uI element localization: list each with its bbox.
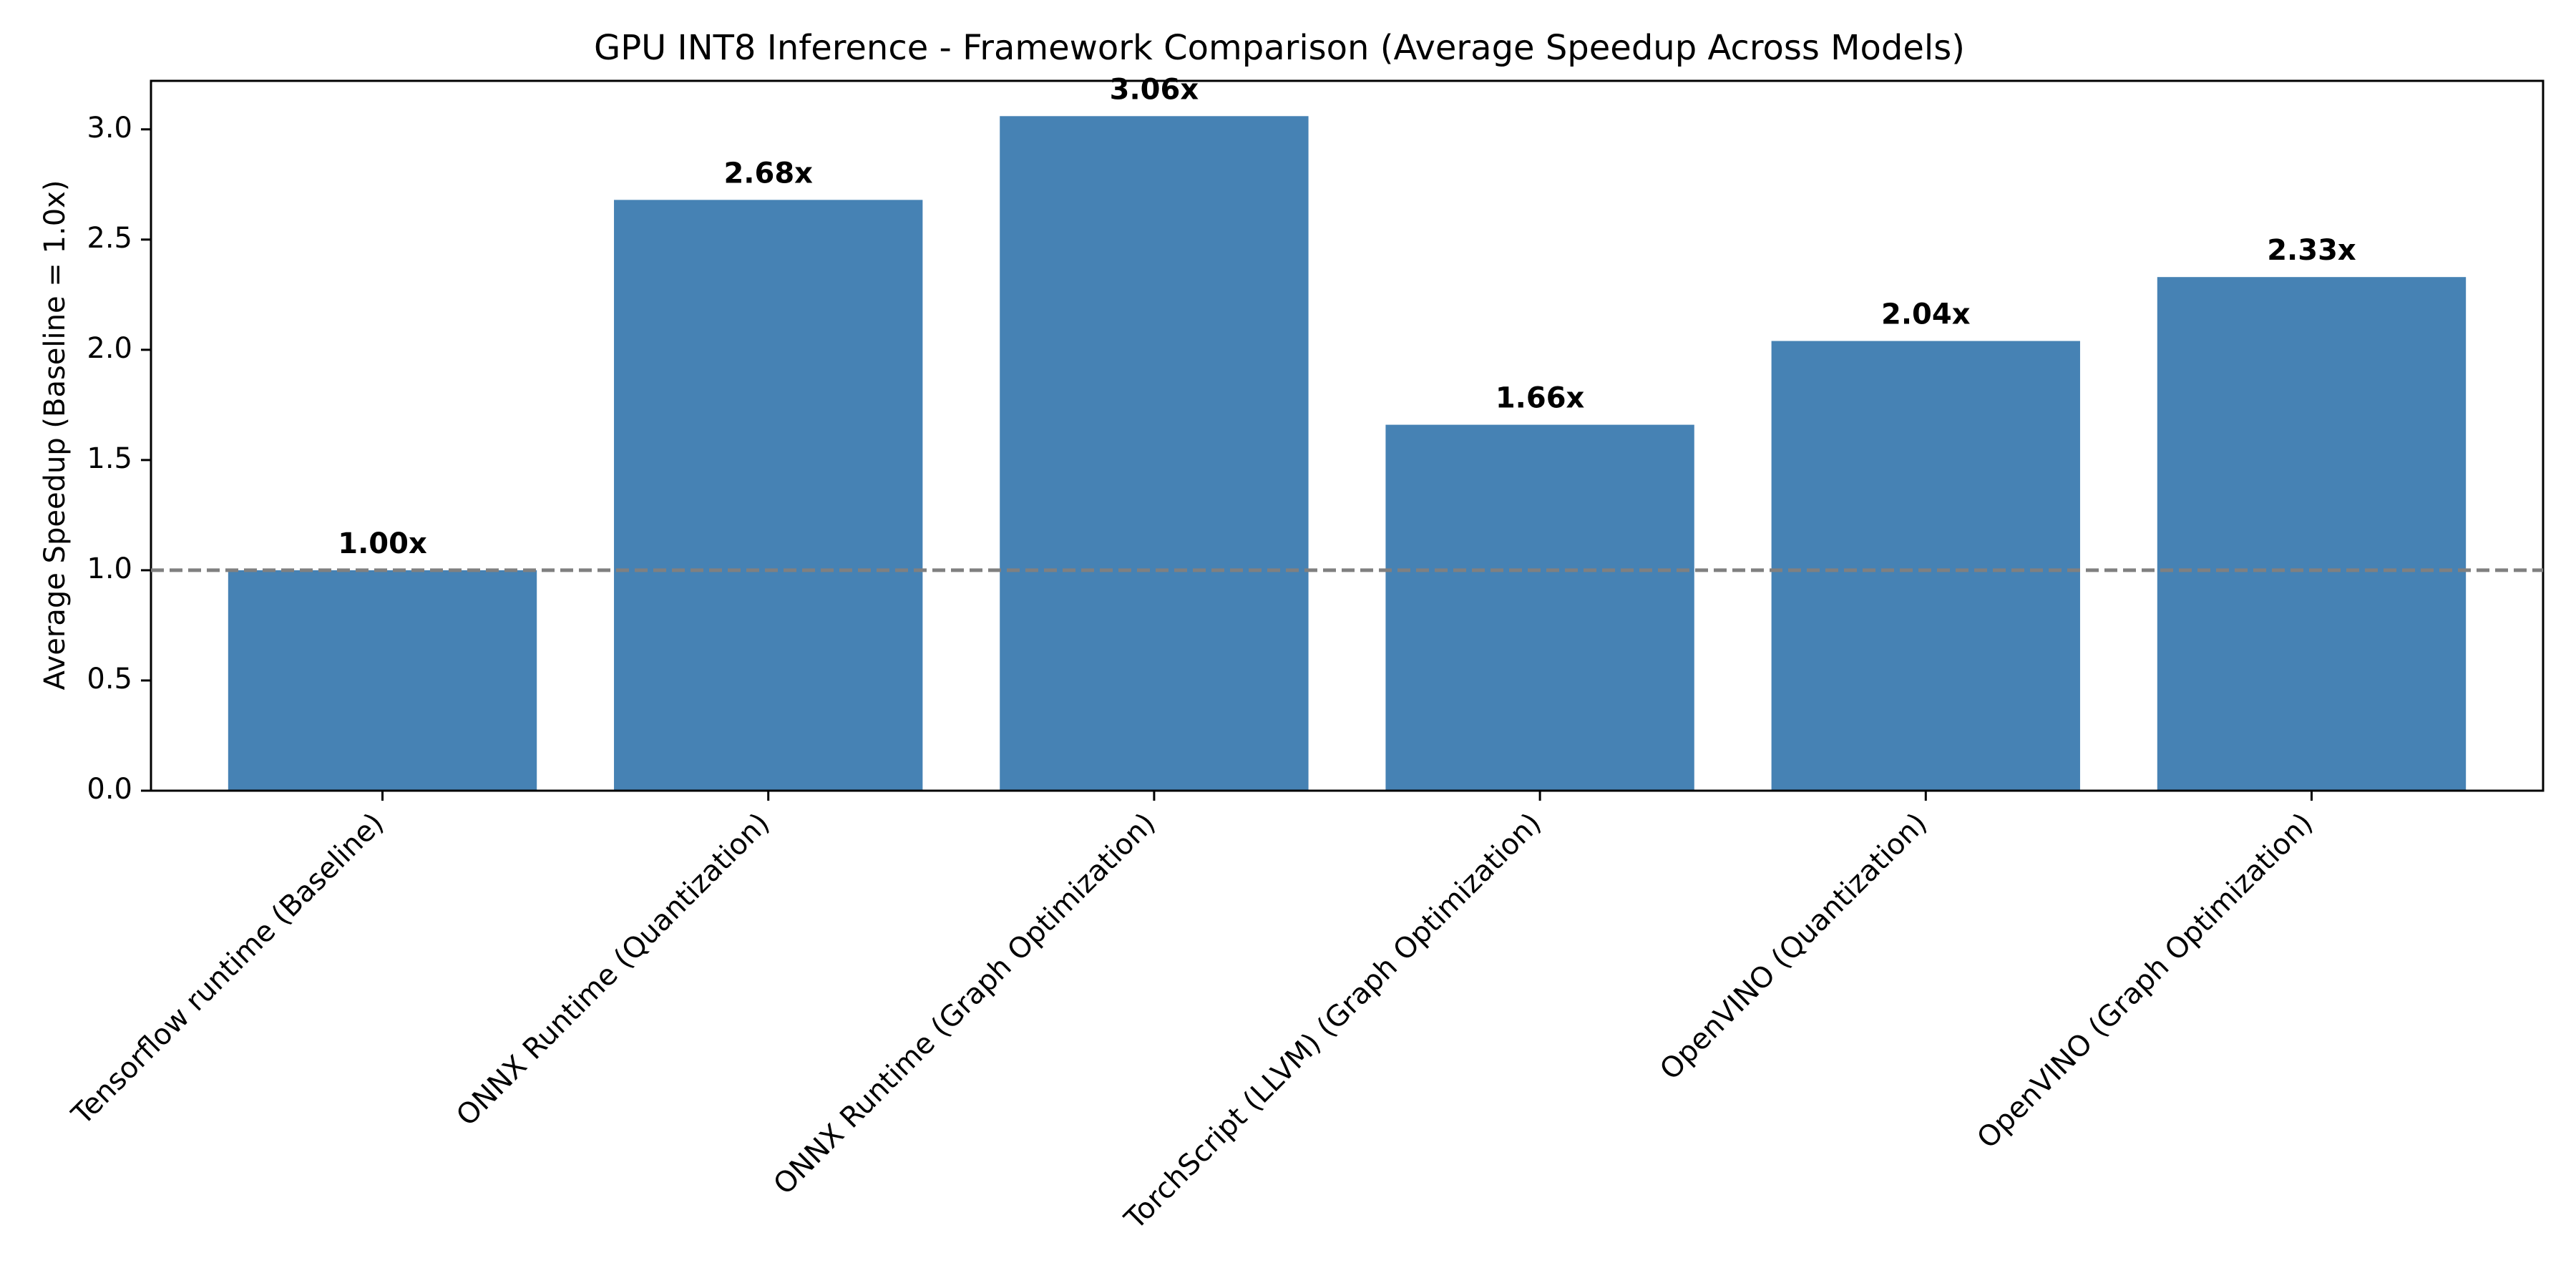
data-label-4: 1.66x (1496, 382, 1585, 415)
data-label-6: 2.33x (2267, 234, 2356, 267)
x-tick-label-6: OpenVINO (Graph Optimization) (1971, 806, 2319, 1155)
x-tick-label-2: ONNX Runtime (Quantization) (450, 806, 776, 1132)
y-tick-label-2: 0.5 (87, 663, 132, 696)
y-tick-label-6: 2.5 (87, 222, 132, 255)
x-tick-label-3: ONNX Runtime (Graph Optimization) (767, 806, 1161, 1201)
bar-2 (614, 200, 923, 791)
plot-frame (150, 79, 2545, 792)
x-tick-label-5: OpenVINO (Quantization) (1654, 806, 1933, 1086)
y-tick-label-5: 2.0 (87, 332, 132, 365)
bar-4 (1385, 424, 1694, 791)
bar-5 (1771, 341, 2080, 791)
y-tick-label-4: 1.5 (87, 442, 132, 475)
x-tick-label-1: Tensorflow runtime (Baseline) (65, 806, 390, 1131)
x-tick-label-4: TorchScript (LLVM) (Graph Optimization) (1118, 806, 1547, 1236)
data-label-5: 2.04x (1881, 298, 1971, 331)
data-label-3: 3.06x (1110, 73, 1199, 106)
y-tick-label-3: 1.0 (87, 552, 132, 585)
bar-1 (228, 570, 537, 791)
data-label-1: 1.00x (338, 527, 427, 560)
chart-title: GPU INT8 Inference - Framework Compariso… (594, 28, 1965, 68)
bar-3 (1000, 116, 1309, 791)
y-tick-label-7: 3.0 (87, 112, 132, 145)
y-tick-label-1: 0.0 (87, 773, 132, 806)
data-label-2: 2.68x (723, 157, 813, 190)
bar-6 (2157, 277, 2467, 791)
y-axis-label: Average Speedup (Baseline = 1.0x) (39, 180, 72, 691)
